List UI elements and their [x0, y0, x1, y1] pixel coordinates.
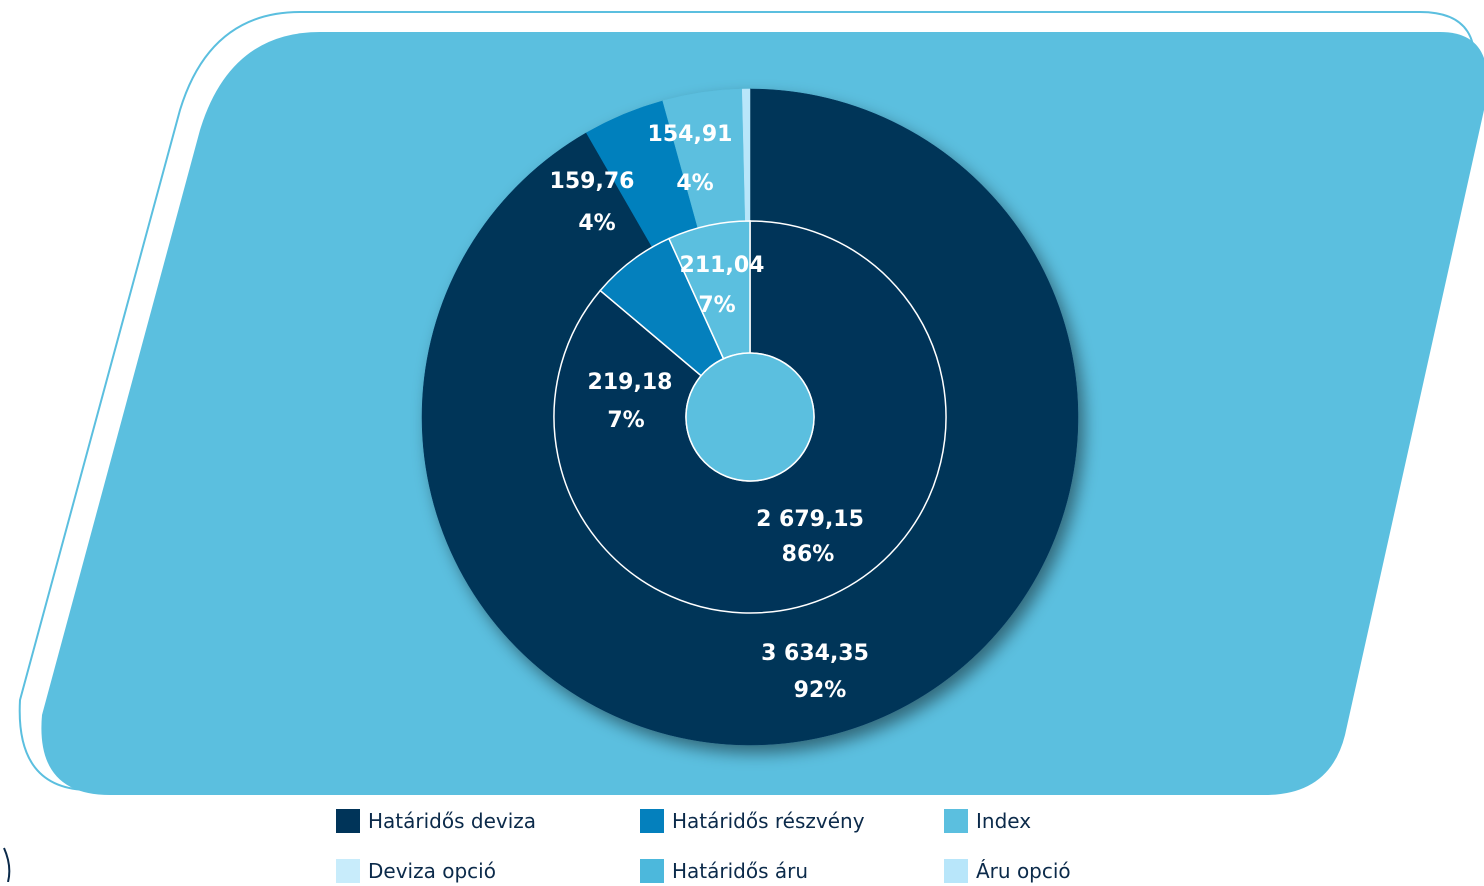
- chart-legend: Határidős deviza Határidős részvény Inde…: [336, 806, 1136, 883]
- legend-swatch: [336, 809, 360, 833]
- inner-label-2-value: 211,04: [680, 253, 765, 278]
- outer-label-0-percent: 92%: [794, 678, 847, 703]
- inner-label-2-percent: 7%: [698, 293, 735, 318]
- data-labels: 3 634,35 92% 159,76 4% 154,91 4% 2 679,1…: [550, 122, 869, 703]
- legend-label: Határidős részvény: [672, 809, 865, 833]
- legend-swatch: [640, 859, 664, 883]
- legend-swatch: [944, 809, 968, 833]
- outer-label-2-percent: 4%: [676, 171, 713, 196]
- legend-swatch: [944, 859, 968, 883]
- legend-swatch: [640, 809, 664, 833]
- legend-label: Áru opció: [976, 859, 1071, 883]
- legend-item-deviza-opcio: Deviza opció: [336, 856, 496, 886]
- inner-ring: [553, 220, 947, 614]
- legend-label: Határidős áru: [672, 859, 809, 883]
- outer-label-2-value: 154,91: [648, 122, 733, 147]
- outer-label-0-value: 3 634,35: [761, 641, 869, 666]
- legend-item-hataridos-deviza: Határidős deviza: [336, 806, 536, 836]
- inner-label-0-value: 2 679,15: [756, 507, 864, 532]
- background-corner-arc: [3, 847, 11, 882]
- legend-swatch: [336, 859, 360, 883]
- inner-label-0-percent: 86%: [782, 542, 835, 567]
- inner-label-1-value: 219,18: [588, 370, 673, 395]
- legend-item-hataridos-reszveny: Határidős részvény: [640, 806, 865, 836]
- legend-item-hataridos-aru: Határidős áru: [640, 856, 808, 886]
- outer-label-1-value: 159,76: [550, 169, 635, 194]
- inner-label-1-percent: 7%: [607, 408, 644, 433]
- legend-item-aru-opcio: Áru opció: [944, 856, 1071, 886]
- legend-item-index: Index: [944, 806, 1031, 836]
- legend-label: Deviza opció: [368, 859, 496, 883]
- legend-label: Határidős deviza: [368, 809, 537, 833]
- outer-label-1-percent: 4%: [578, 211, 615, 236]
- legend-label: Index: [976, 809, 1032, 833]
- donut-hole: [685, 352, 815, 482]
